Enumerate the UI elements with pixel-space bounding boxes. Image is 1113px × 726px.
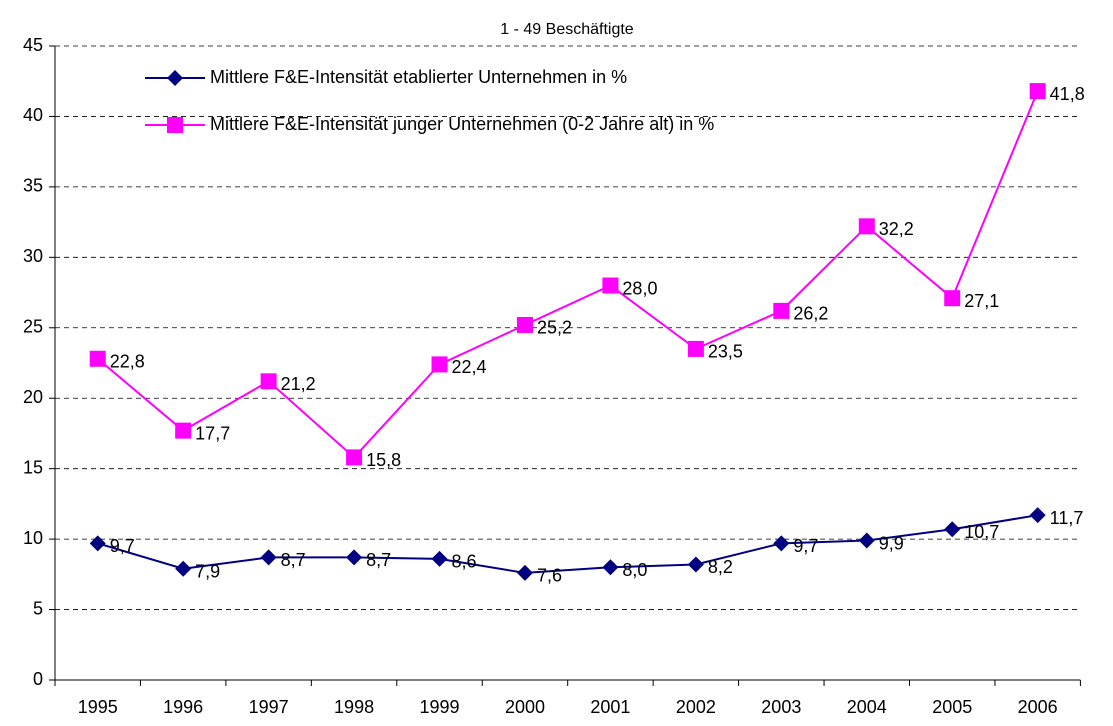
- data-point: [175, 560, 192, 577]
- data-point: [858, 218, 875, 235]
- y-tick-label: 5: [33, 598, 43, 618]
- x-tick-label: 1999: [420, 697, 460, 717]
- data-point: [260, 549, 277, 566]
- data-label: 7,6: [537, 566, 562, 586]
- y-tick-label: 10: [23, 528, 43, 548]
- data-label: 15,8: [366, 450, 401, 470]
- data-point: [773, 535, 790, 552]
- data-point: [602, 277, 619, 294]
- legend-label: Mittlere F&E-Intensität junger Unternehm…: [210, 114, 714, 134]
- legend-marker: [167, 117, 183, 133]
- x-tick-label: 1998: [334, 697, 374, 717]
- data-label: 26,2: [793, 304, 828, 324]
- x-tick-label: 2005: [932, 697, 972, 717]
- y-tick-label: 15: [23, 457, 43, 477]
- data-label: 28,0: [622, 278, 657, 298]
- y-tick-label: 35: [23, 176, 43, 196]
- x-tick-label: 1997: [249, 697, 289, 717]
- data-point: [516, 564, 533, 581]
- data-label: 22,8: [110, 352, 145, 372]
- data-point: [175, 422, 192, 439]
- data-label: 23,5: [708, 342, 743, 362]
- data-label: 25,2: [537, 318, 572, 338]
- y-tick-label: 30: [23, 246, 43, 266]
- data-point: [431, 550, 448, 567]
- chart-title: 1 - 49 Beschäftigte: [500, 21, 634, 38]
- x-tick-label: 2000: [505, 697, 545, 717]
- data-point: [89, 350, 106, 367]
- data-label: 32,2: [879, 219, 914, 239]
- data-point: [687, 556, 704, 573]
- x-tick-label: 2001: [590, 697, 630, 717]
- x-tick-label: 2003: [761, 697, 801, 717]
- series-line: [97, 514, 1038, 574]
- data-label: 9,7: [110, 536, 135, 556]
- data-point: [687, 340, 704, 357]
- data-point: [260, 373, 277, 390]
- series-line: [97, 90, 1039, 459]
- data-point: [858, 532, 875, 549]
- legend-marker: [167, 70, 183, 86]
- data-point: [1029, 507, 1046, 524]
- data-point: [773, 302, 790, 319]
- data-point: [602, 559, 619, 576]
- data-point: [944, 521, 961, 538]
- data-point: [1029, 83, 1046, 100]
- data-label: 9,7: [793, 536, 818, 556]
- y-tick-label: 20: [23, 387, 43, 407]
- data-label: 17,7: [195, 423, 230, 443]
- data-label: 8,6: [452, 552, 477, 572]
- x-tick-label: 2006: [1018, 697, 1058, 717]
- data-label: 8,0: [622, 560, 647, 580]
- data-label: 7,9: [195, 561, 220, 581]
- data-label: 9,9: [879, 533, 904, 553]
- data-label: 11,7: [1050, 508, 1084, 528]
- data-point: [346, 449, 363, 466]
- y-tick-label: 0: [33, 669, 43, 689]
- data-label: 8,7: [366, 550, 391, 570]
- data-point: [89, 535, 106, 552]
- data-label: 8,7: [281, 550, 306, 570]
- data-point: [346, 549, 363, 566]
- data-label: 8,2: [708, 557, 733, 577]
- data-point: [431, 356, 448, 373]
- data-point: [944, 290, 961, 307]
- x-tick-label: 2002: [676, 697, 716, 717]
- data-label: 41,8: [1050, 84, 1085, 104]
- y-tick-label: 25: [23, 317, 43, 337]
- data-label: 21,2: [281, 374, 316, 394]
- x-tick-label: 1995: [78, 697, 118, 717]
- data-label: 10,7: [964, 522, 999, 542]
- x-tick-label: 1996: [163, 697, 203, 717]
- data-point: [516, 316, 533, 333]
- y-tick-label: 45: [23, 35, 43, 55]
- legend-label: Mittlere F&E-Intensität etablierter Unte…: [210, 67, 627, 87]
- y-tick-label: 40: [23, 105, 43, 125]
- data-label: 27,1: [964, 291, 999, 311]
- data-label: 22,4: [452, 357, 487, 377]
- x-tick-label: 2004: [847, 697, 887, 717]
